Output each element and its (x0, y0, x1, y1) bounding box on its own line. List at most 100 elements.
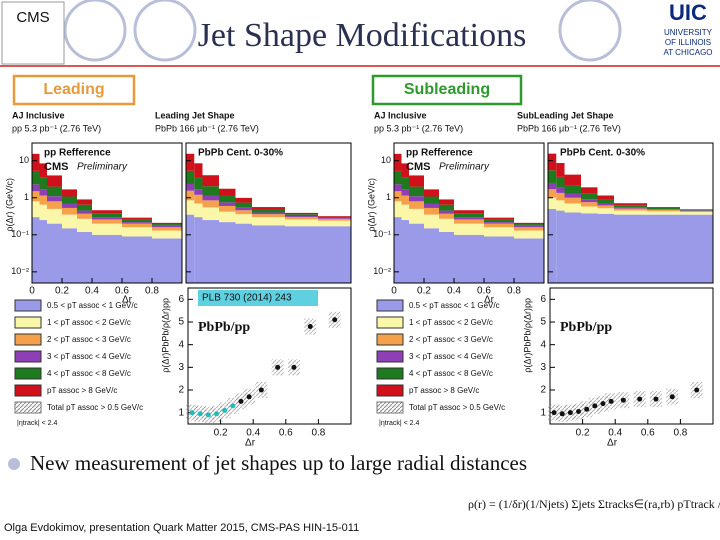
legend-label: 4 < pT assoc < 8 GeV/c (47, 369, 131, 378)
stack-segment (401, 163, 409, 178)
stack-segment (548, 153, 557, 171)
stack-segment (548, 170, 557, 183)
stack-segment (564, 203, 581, 213)
stack-segment (122, 236, 152, 283)
x-tick-label: 0.2 (55, 286, 69, 297)
ratio-frame (187, 287, 352, 425)
legend-label: pT assoc > 8 GeV/c (47, 386, 117, 395)
stack-segment (32, 184, 40, 192)
y-tick-label: 5 (540, 317, 546, 328)
stack-segment (548, 189, 557, 198)
panel-label-box (371, 74, 523, 106)
y-axis-label: ρ(Δr) (GeV/c) (366, 178, 376, 232)
ratio-point (584, 406, 590, 412)
stack-segment (647, 214, 680, 283)
stack-segment (439, 210, 454, 214)
ratio-point (669, 394, 675, 400)
y-tick-label: 5 (178, 317, 184, 328)
x-tick-label: 0.4 (608, 428, 622, 439)
stack-segment (556, 210, 565, 283)
stack-segment (47, 223, 62, 283)
stack-segment (219, 222, 236, 283)
panel-label: Leading (43, 81, 104, 98)
legend-label: 0.5 < pT assoc < 1 GeV/c (409, 301, 500, 310)
stack-segment (62, 189, 77, 197)
x-tick-label: 0.8 (311, 428, 325, 439)
y-tick-label: 10 (19, 155, 29, 165)
stack-segment (235, 223, 252, 283)
stack-segment (484, 223, 514, 228)
stack-segment (92, 213, 122, 218)
y-tick-label: 4 (178, 339, 184, 350)
stack-segment (564, 197, 581, 204)
stack-segment (219, 205, 236, 212)
stack-segment (647, 207, 680, 208)
stack-segment (62, 196, 77, 204)
stack-segment (194, 177, 203, 190)
legend-swatch (14, 384, 42, 397)
stack-segment (32, 170, 40, 185)
reference-box (198, 290, 318, 306)
ratio-point (551, 410, 557, 416)
stack-segment (202, 186, 219, 196)
reference: PLB 730 (2014) 243 (202, 293, 292, 304)
stack-segment (556, 176, 565, 188)
ratio-point (222, 407, 228, 413)
caption: SubLeading Jet Shape (517, 110, 614, 120)
bullet-dot (8, 458, 20, 470)
stack-segment (252, 217, 285, 226)
stack-segment (401, 220, 409, 283)
stack-segment (439, 204, 454, 211)
stack-segment (401, 177, 409, 190)
stack-segment (484, 217, 514, 220)
stack-segment (454, 234, 484, 283)
stack-segment (424, 214, 439, 229)
stack-segment (318, 218, 351, 221)
stack-segment (680, 214, 713, 283)
stack-segment (401, 189, 409, 196)
stack-segment (47, 208, 62, 224)
stack-segment (484, 236, 514, 283)
stack-segment (614, 210, 647, 215)
legend-label: Total pT assoc > 0.5 GeV/c (47, 403, 143, 412)
stack-segment (32, 153, 40, 171)
stack-segment (439, 213, 454, 219)
uic-line: OF ILLINOIS (665, 38, 711, 47)
track-cut: |ηtrack| < 2.4 (379, 420, 420, 427)
stack-segment (152, 238, 182, 283)
stack-segment (152, 224, 182, 226)
x-tick-label: 0.6 (641, 428, 655, 439)
ratio-point (205, 412, 211, 418)
stack-segment (401, 195, 409, 205)
stack-segment (194, 203, 203, 218)
ratio-point (332, 317, 338, 323)
stack-segment (194, 217, 203, 283)
stack-segment (439, 231, 454, 283)
legend-label: Total pT assoc > 0.5 GeV/c (409, 403, 505, 412)
stack-segment (581, 202, 598, 207)
stack-segment (484, 222, 514, 224)
caption: AJ Inclusive (374, 110, 427, 120)
stack-segment (39, 204, 47, 221)
y-tick-label: 10⁻¹ (11, 229, 29, 239)
stack-segment (32, 201, 40, 218)
stack-segment (235, 197, 252, 203)
stack-segment (424, 189, 439, 197)
stack-segment (202, 175, 219, 187)
stack-segment (318, 226, 351, 283)
x-tick-label: 0.4 (246, 428, 260, 439)
y-tick-label: 1 (24, 192, 29, 202)
stack-segment (484, 219, 514, 223)
stack-segment (152, 222, 182, 225)
ratio-point (576, 409, 582, 415)
legend-swatch (376, 316, 404, 329)
stack-segment (92, 223, 122, 235)
stack-segment (439, 218, 454, 232)
y-tick-label: 2 (540, 385, 546, 396)
stack-segment (597, 208, 614, 214)
x-axis-label: Δr (122, 295, 133, 306)
stack-segment (581, 187, 598, 194)
stack-segment (47, 186, 62, 197)
formula: ρ(r) = (1/δr)(1/Njets) Σjets Σtracks∈(ra… (468, 497, 720, 511)
ratio-title: PbPb/pp (560, 320, 612, 335)
